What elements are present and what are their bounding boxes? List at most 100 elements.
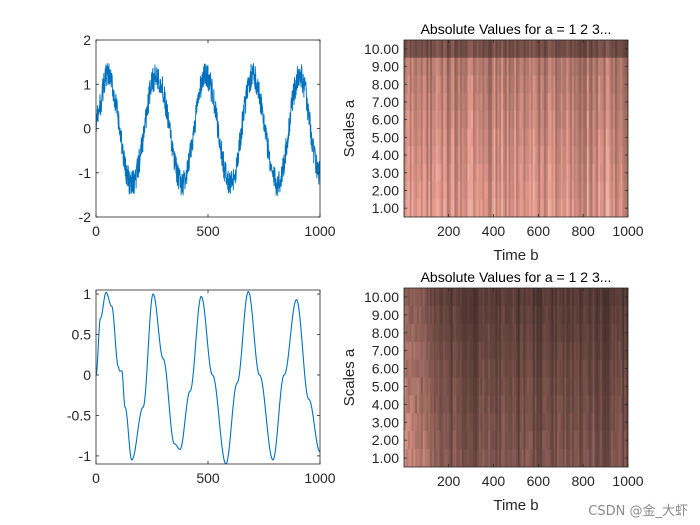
heatmap-cell [545,449,549,467]
heatmap-cell [458,146,461,165]
heatmap-cell [622,377,625,396]
heatmap-cell [467,288,470,307]
heatmap-cell [529,341,532,361]
heatmap-cell [527,413,530,432]
heatmap-cell [454,146,457,165]
heatmap-cell [521,323,525,343]
heatmap-cell [476,305,480,325]
heatmap-cell [450,163,454,183]
heatmap-cell [594,40,597,59]
heatmap-cell [512,181,515,200]
heatmap-cell [471,305,474,325]
heatmap-cell [504,128,508,147]
heatmap-cell [560,431,564,450]
heatmap-cell [418,359,422,379]
y-tick-label: 3.00 [372,414,399,430]
heatmap-cell [484,128,487,147]
heatmap-cell [510,288,513,307]
heatmap-cell [424,449,427,467]
heatmap-cell [568,288,571,307]
heatmap-cell [508,75,511,94]
heatmap-cell [441,431,444,450]
heatmap-cell [590,75,594,94]
heatmap-cell [476,413,480,432]
heatmap-cell [510,305,513,325]
heatmap-cell [575,146,579,165]
heatmap-cell [430,199,433,217]
heatmap-cell [463,75,467,94]
heatmap-cell [474,305,478,325]
heatmap-cell [486,413,489,432]
heatmap-cell [592,75,595,94]
heatmap-cell [497,181,500,200]
heatmap-cell [618,146,622,165]
heatmap-cell [532,377,536,396]
heatmap-cell [592,377,595,396]
heatmap-cell [605,341,609,361]
heatmap-cell [428,199,431,217]
heatmap-cell [504,395,508,414]
heatmap-cell [488,305,491,325]
heatmap-cell [523,128,526,147]
heatmap-cell [609,181,612,200]
heatmap-cell [491,323,495,343]
heatmap-cell [532,57,536,76]
heatmap-cell [446,146,450,165]
heatmap-cell [549,40,553,59]
heatmap-cell [613,110,616,130]
heatmap-cell [432,395,435,414]
heatmap-cell [488,377,491,396]
heatmap-cell [538,57,541,76]
heatmap-cell [618,110,622,130]
heatmap-cell [583,359,586,379]
heatmap-cell [441,93,444,112]
heatmap-cell [495,377,498,396]
heatmap-cell [424,128,427,147]
heatmap-cell [430,341,433,361]
heatmap-cell [547,146,551,165]
heatmap-cell [463,128,467,147]
heatmap-cell [598,449,601,467]
heatmap-cell [482,323,485,343]
heatmap-cell [596,449,599,467]
heatmap-cell [450,40,454,59]
heatmap-cell [583,341,586,361]
heatmap-cell [417,181,420,200]
heatmap-cell [465,323,469,343]
heatmap-cell [532,288,536,307]
heatmap-cell [443,93,446,112]
heatmap-cell [411,305,414,325]
heatmap-cell [407,110,411,130]
heatmap-cell [523,413,526,432]
heatmap-cell [588,146,592,165]
heatmap-cell [579,449,582,467]
heatmap-cell [482,341,485,361]
heatmap-cell [418,431,422,450]
heatmap-cell [491,110,495,130]
heatmap-cell [521,128,525,147]
heatmap-cell [501,199,504,217]
heatmap-cell [583,163,586,183]
heatmap-cell [577,341,581,361]
axes-box [403,287,629,468]
heatmap-cell [622,305,625,325]
heatmap-cell [534,181,538,200]
heatmap-cell [439,341,442,361]
heatmap-cell [432,93,435,112]
heatmap-cell [614,146,618,165]
heatmap-cell [409,341,413,361]
heatmap-cell [482,431,485,450]
heatmap-cell [607,75,610,94]
heatmap-cell [603,93,607,112]
heatmap-cell [553,449,556,467]
heatmap-cell [536,395,539,414]
heatmap-cell [422,128,426,147]
heatmap-cell [428,305,431,325]
heatmap-cell [409,305,413,325]
heatmap-cell [557,75,560,94]
heatmap-cell [422,57,426,76]
heatmap-cell [529,57,532,76]
heatmap-cell [572,199,575,217]
heatmap-cell [553,431,556,450]
heatmap-cell [461,181,465,200]
